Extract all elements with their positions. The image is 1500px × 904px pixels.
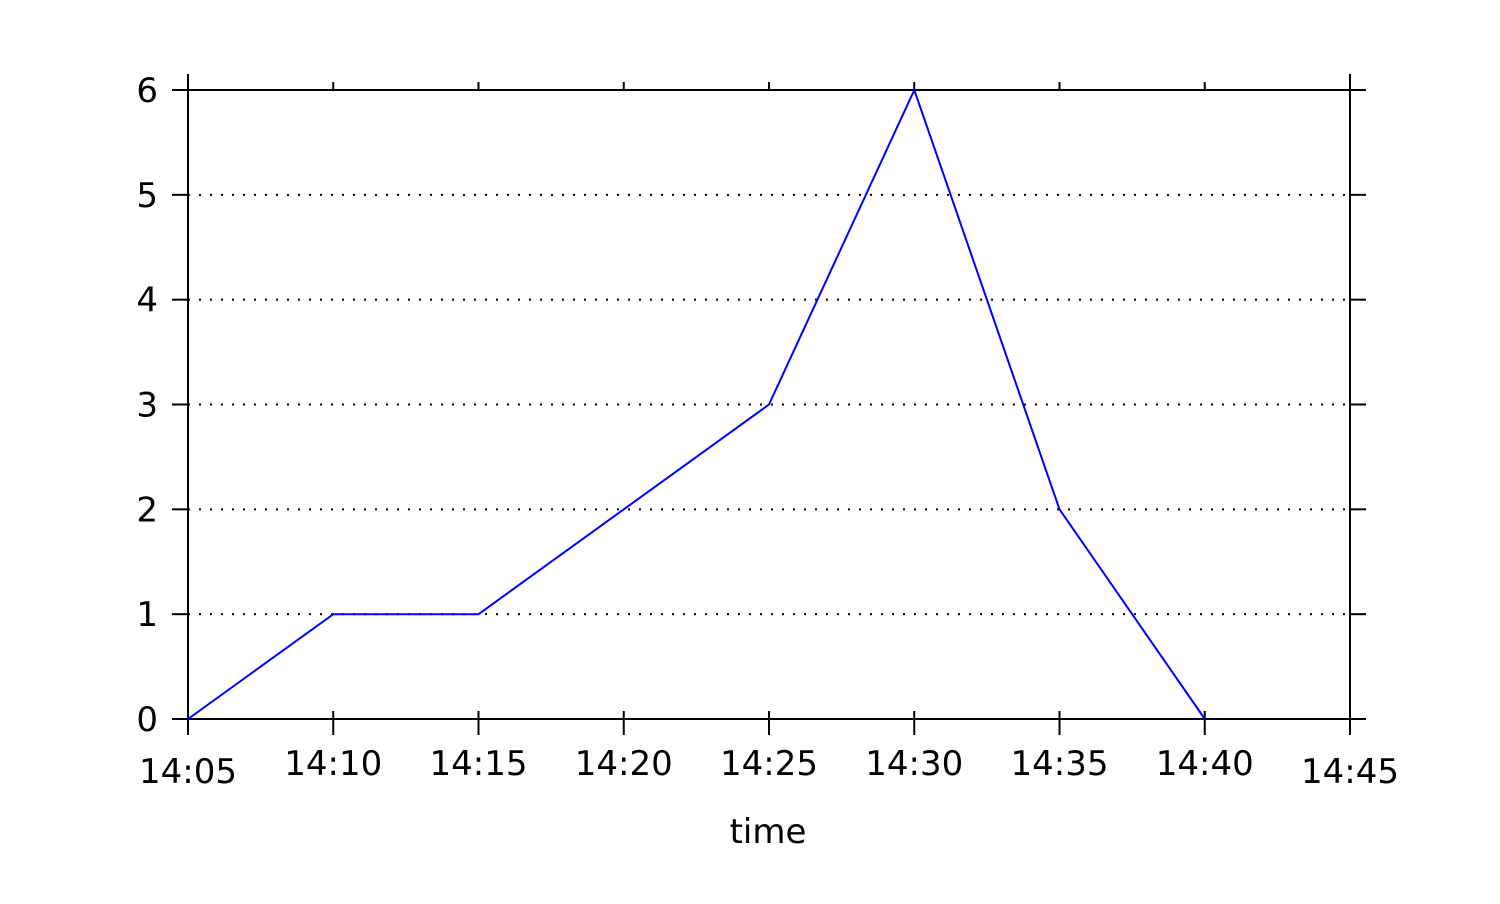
x-tick-label: 14:05 [139,752,237,792]
y-tick-label: 2 [136,490,158,530]
y-tick-label: 3 [136,386,158,426]
data-point [332,613,334,615]
x-tick-label: 14:20 [575,744,673,784]
x-tick-label: 14:15 [430,744,528,784]
data-point [768,404,770,405]
x-tick-label: 14:10 [284,744,382,784]
data-point [623,508,625,510]
gridlines [188,193,1350,616]
series-layer [187,87,1206,720]
data-point [913,89,915,91]
x-axis-title: time [730,812,807,852]
y-tick-label: 0 [136,700,158,740]
tick-labels: 0 1 2 3 4 5 6 14:05 14:10 14:15 14:20 14:25 14:30 14:… [136,71,1399,792]
x-tick-label: 14:40 [1156,744,1254,784]
axes [172,74,1366,735]
data-point [478,613,479,615]
data-point [187,718,189,720]
x-tick-label: 14:30 [865,744,963,784]
y-tick-label: 6 [136,71,158,111]
x-tick-label: 14:35 [1011,744,1109,784]
x-tick-label: 14:25 [720,744,818,784]
y-tick-label: 4 [136,281,158,321]
x-tick-label: 14:45 [1301,752,1399,792]
data-point [1204,718,1206,720]
series-line [187,87,1206,720]
y-tick-label: 1 [136,595,158,635]
data-point [1059,508,1060,510]
y-tick-label: 5 [136,176,158,216]
